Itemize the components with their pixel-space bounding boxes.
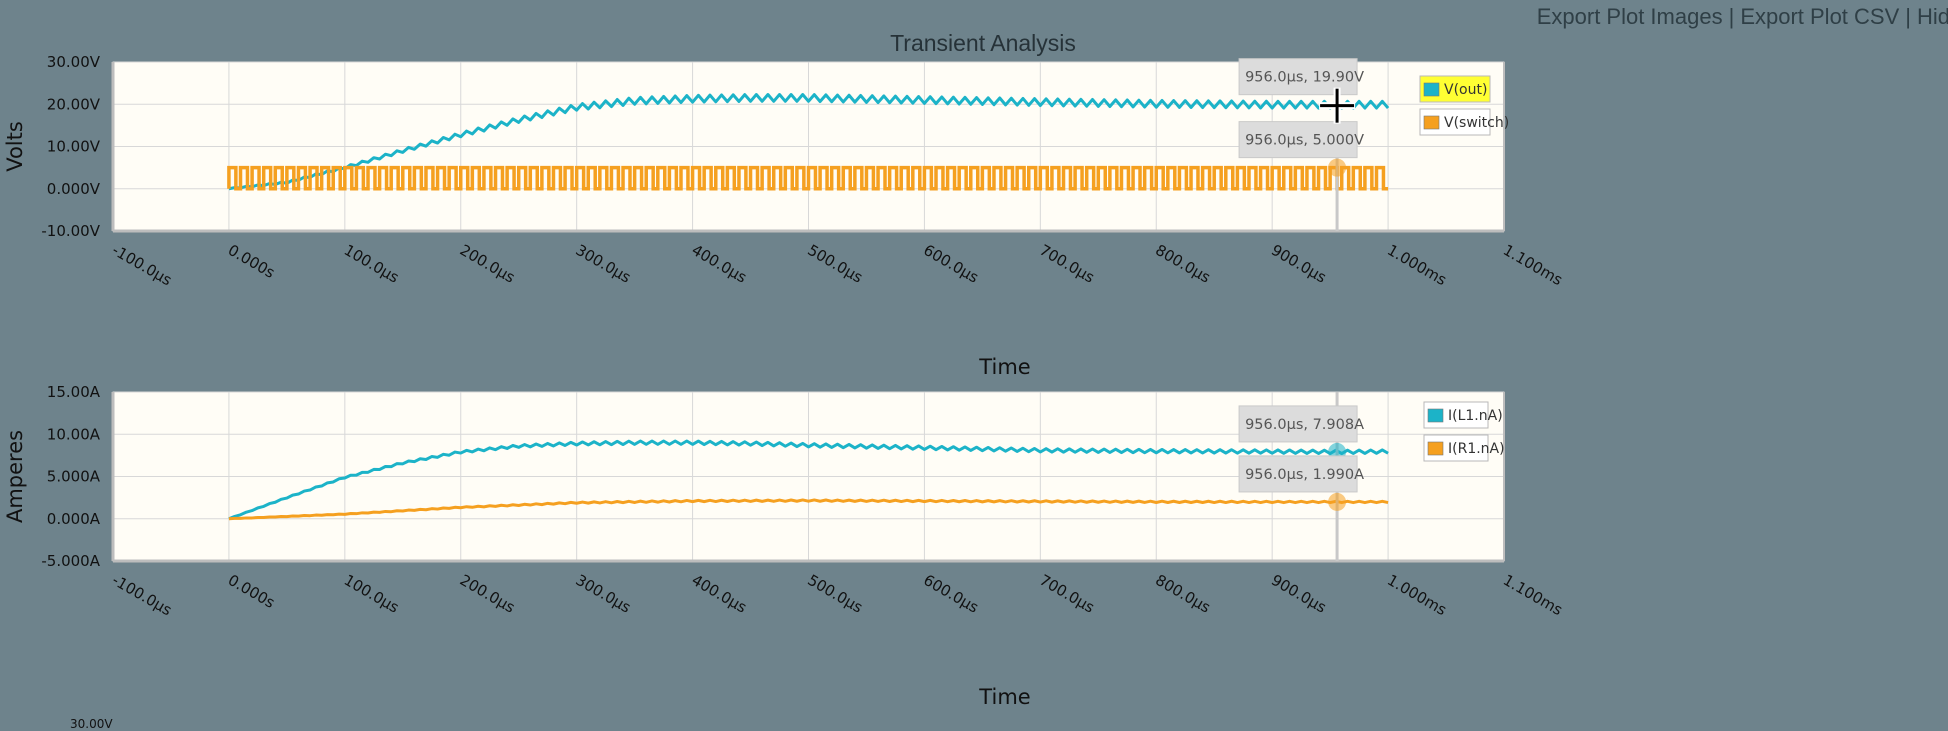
x-tick-label: 200.0µs — [457, 571, 518, 617]
legend-label: V(switch) — [1444, 115, 1509, 131]
x-tick-label: 1.000ms — [1384, 241, 1450, 289]
x-tick-label: 100.0µs — [341, 571, 402, 617]
toolbar-links: Export Plot Images | Export Plot CSV | Hid — [1537, 4, 1948, 30]
separator: | — [1905, 4, 1911, 29]
x-tick-label: 1.000ms — [1384, 571, 1450, 619]
x-tick-label: 300.0µs — [573, 571, 634, 617]
legend-swatch — [1423, 115, 1440, 130]
legend-label: I(L1.nA) — [1448, 408, 1503, 424]
x-axis-title: Time — [978, 355, 1030, 379]
y-tick-label: 5.000A — [47, 468, 101, 486]
x-tick-label: -100.0µs — [109, 241, 175, 290]
crosshair-cursor-icon — [1319, 87, 1356, 124]
current-chart[interactable]: 15.00A 10.00A 5.000A 0.000A -5.000A -100.0µs 0… — [0, 383, 1948, 709]
legend: I(L1.nA) I(R1.nA) — [1423, 401, 1505, 462]
y-axis-title: Volts — [3, 121, 27, 172]
tooltip-marker — [1328, 492, 1347, 511]
y-tick-label: 15.00A — [47, 383, 101, 401]
x-tick-label: 800.0µs — [1152, 571, 1213, 617]
tooltip-box — [1238, 405, 1358, 443]
series-line-I(L1.nA)[interactable] — [228, 439, 1389, 521]
chart-title: Transient Analysis — [890, 30, 1076, 56]
y-tick-label: -10.00V — [41, 222, 100, 240]
y-tick-label: 10.00V — [47, 138, 101, 156]
legend-item-V(switch)[interactable]: V(switch) — [1419, 108, 1509, 136]
y-tick-label: 0.000V — [47, 180, 101, 198]
series-group — [227, 93, 1390, 191]
tooltip-box — [1238, 455, 1358, 493]
next-chart-partial-label: 30.00V — [70, 717, 113, 731]
export-plot-csv-link[interactable]: Export Plot CSV — [1740, 4, 1900, 29]
tooltip-text: 956.0µs, 19.90V — [1245, 70, 1364, 86]
tooltip-marker — [1328, 158, 1347, 177]
x-tick-label: -100.0µs — [109, 571, 175, 620]
y-tick-label: -5.000A — [41, 552, 100, 570]
series-group — [228, 439, 1389, 521]
y-tick-label: 20.00V — [47, 95, 101, 113]
x-tick-label: 400.0µs — [689, 241, 750, 287]
series-line-V(switch)[interactable] — [227, 165, 1389, 191]
tooltip-text: 956.0µs, 1.990A — [1245, 467, 1364, 483]
series-line-V(out)[interactable] — [228, 93, 1390, 191]
y-tick-label: 0.000A — [47, 510, 101, 528]
y-axis-title: Amperes — [3, 430, 27, 523]
legend-label: I(R1.nA) — [1448, 441, 1505, 457]
tooltip-box — [1238, 121, 1358, 159]
x-tick-label: 0.000s — [225, 241, 278, 282]
x-tick-label: 900.0µs — [1268, 241, 1329, 287]
legend-swatch — [1423, 82, 1440, 97]
x-tick-label: 300.0µs — [573, 241, 634, 287]
x-tick-label: 0.000s — [225, 571, 278, 612]
x-tick-label: 700.0µs — [1036, 571, 1097, 617]
series-line-I(R1.nA)[interactable] — [228, 498, 1389, 521]
legend-swatch — [1427, 441, 1444, 456]
x-tick-label: 200.0µs — [457, 241, 518, 287]
legend-item-I(L1.nA)[interactable]: I(L1.nA) — [1423, 401, 1503, 429]
x-tick-label: 400.0µs — [689, 571, 750, 617]
export-plot-images-link[interactable]: Export Plot Images — [1536, 4, 1723, 29]
y-tick-label: 10.00A — [47, 425, 101, 443]
x-tick-label: 1.100ms — [1500, 241, 1566, 289]
x-tick-label: 500.0µs — [805, 571, 866, 617]
x-tick-label: 1.100ms — [1500, 571, 1566, 619]
separator: | — [1728, 4, 1735, 29]
hide-link[interactable]: Hid — [1916, 4, 1948, 29]
x-tick-label: 100.0µs — [341, 241, 402, 287]
x-tick-label: 500.0µs — [805, 241, 866, 287]
x-tick-label: 700.0µs — [1036, 241, 1097, 287]
legend: V(out) V(switch) — [1419, 75, 1509, 136]
y-tick-label: 30.00V — [47, 53, 101, 71]
x-axis-title: Time — [978, 685, 1030, 709]
tooltip-text: 956.0µs, 7.908A — [1245, 417, 1364, 433]
legend-item-I(R1.nA)[interactable]: I(R1.nA) — [1423, 434, 1505, 462]
x-tick-label: 600.0µs — [920, 571, 981, 617]
legend-swatch — [1427, 408, 1444, 423]
legend-item-V(out)[interactable]: V(out) — [1419, 75, 1491, 103]
x-tick-label: 800.0µs — [1152, 241, 1213, 287]
x-tick-label: 600.0µs — [920, 241, 981, 287]
tooltip-text: 956.0µs, 5.000V — [1245, 133, 1364, 149]
voltage-chart[interactable]: 30.00V 20.00V 10.00V 0.000V -10.00V -100.0µs 0… — [0, 53, 1948, 379]
legend-label: V(out) — [1444, 82, 1487, 98]
x-tick-label: 900.0µs — [1268, 571, 1329, 617]
